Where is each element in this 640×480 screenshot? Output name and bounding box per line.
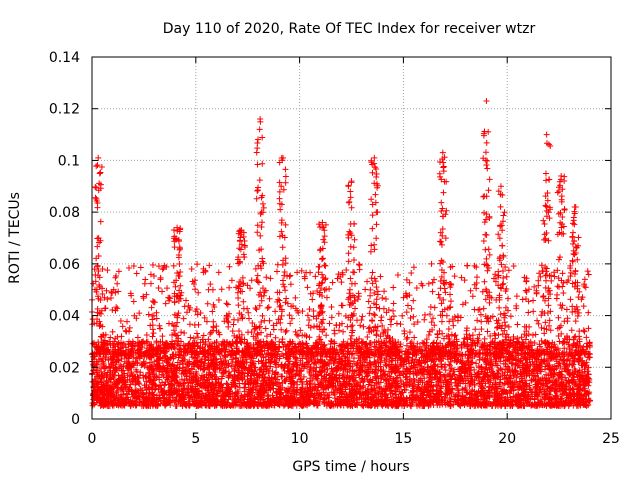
data-point [376,384,383,391]
data-point [350,355,357,362]
data-point [185,340,192,347]
data-point [473,360,480,367]
data-points [89,97,594,410]
data-point [471,366,478,373]
data-point [454,386,461,393]
data-point [556,338,563,345]
chart-title: Day 110 of 2020, Rate Of TEC Index for r… [163,21,536,37]
data-point [446,362,453,369]
data-point [497,354,504,361]
data-point [381,371,387,378]
data-point [437,385,444,392]
data-point [450,368,457,375]
data-point [223,380,230,387]
data-point [136,380,143,387]
data-point [403,342,410,349]
data-point [228,356,235,363]
data-point [153,373,160,380]
data-point [276,355,283,362]
data-point [159,371,166,378]
data-point [262,353,269,360]
data-point [414,340,421,347]
data-point [255,358,262,365]
grid [92,57,611,419]
data-point [483,365,490,372]
